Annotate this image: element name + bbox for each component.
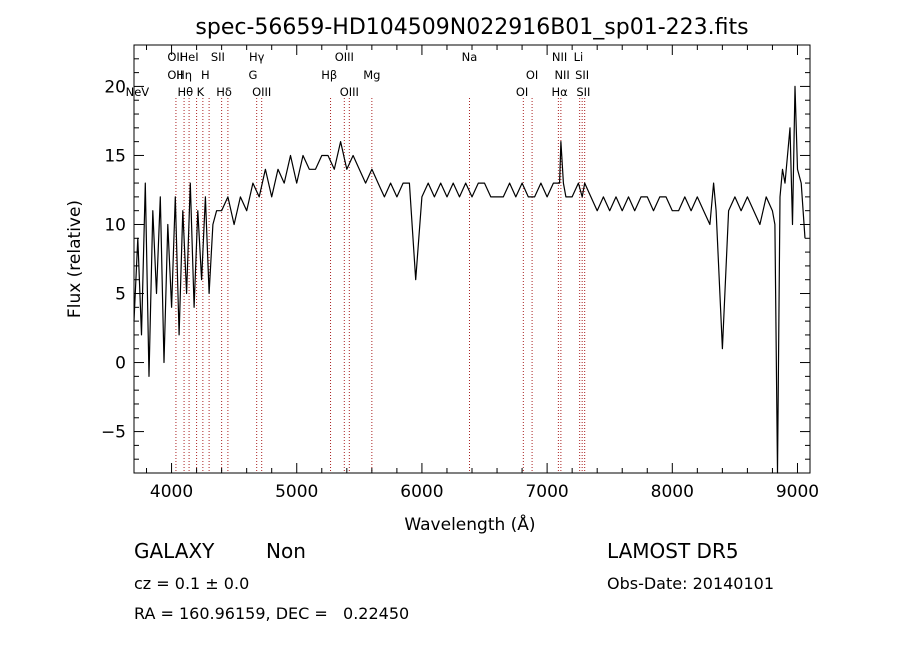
marker-label-19: OI [516, 85, 528, 99]
x-tick-label-2: 6000 [400, 482, 443, 502]
marker-label-8: SII [211, 50, 225, 64]
marker-label-13: OIII [335, 50, 354, 64]
x-tick-label-3: 7000 [525, 482, 568, 502]
x-axis-label: Wavelength (Å) [404, 513, 535, 535]
spectrum-series [133, 85, 806, 474]
y-tick-label-0: −5 [101, 423, 126, 443]
marker-label-22: Hα [552, 85, 569, 99]
marker-lines [175, 98, 586, 473]
x-tick-label-1: 5000 [275, 482, 318, 502]
survey-name: LAMOST DR5 [607, 539, 739, 563]
marker-label-23: Li [574, 50, 584, 64]
marker-label-6: K [197, 85, 205, 99]
marker-label-4: Hθ [177, 85, 193, 99]
object-class: GALAXY [134, 539, 215, 563]
marker-label-5: HeI [180, 50, 199, 64]
y-tick-label-1: 0 [115, 354, 126, 374]
spectrum-line-0 [133, 85, 806, 474]
y-tick-label-3: 10 [104, 215, 126, 235]
x-tick-label-5: 9000 [776, 482, 819, 502]
redshift-cz: cz = 0.1 ± 0.0 [134, 574, 249, 593]
object-subclass: Non [266, 539, 306, 563]
marker-label-2: OII [167, 68, 183, 82]
ra-dec: RA = 160.96159, DEC = 0.22450 [134, 604, 409, 623]
marker-label-0: NeV [126, 85, 150, 99]
chart-title: spec-56659-HD104509N022916B01_sp01-223.f… [195, 15, 748, 40]
marker-label-17: Na [462, 50, 478, 64]
marker-label-18: OI [526, 68, 538, 82]
marker-label-20: NII [552, 50, 567, 64]
observation-date: Obs-Date: 20140101 [607, 574, 774, 593]
marker-label-10: Hγ [249, 50, 265, 64]
marker-label-11: G [248, 68, 257, 82]
y-tick-label-5: 20 [104, 77, 126, 97]
marker-labels: NeVOIIOIIHηHθHeIKHSIIHδHγGOIIIOIIIHβOIII… [126, 50, 591, 99]
plot-frame [133, 44, 811, 474]
x-tick-label-0: 4000 [150, 482, 193, 502]
x-axis-ticks: 4000 5000 6000 7000 8000 9000 [146, 45, 819, 502]
marker-label-3: Hη [176, 68, 192, 82]
marker-label-24: SII [575, 68, 589, 82]
marker-label-14: Hβ [321, 68, 337, 82]
y-tick-label-2: 5 [115, 285, 126, 305]
y-tick-label-4: 15 [104, 146, 126, 166]
marker-label-9: Hδ [216, 85, 232, 99]
marker-label-7: H [201, 68, 210, 82]
marker-label-16: Mg [363, 68, 380, 82]
x-tick-label-4: 8000 [651, 482, 694, 502]
y-axis-ticks: −5 0 5 10 15 20 [101, 44, 810, 460]
marker-label-12: OIII [252, 85, 271, 99]
y-axis-label: Flux (relative) [65, 200, 85, 318]
marker-label-21: NII [554, 68, 569, 82]
marker-label-25: SII [576, 85, 590, 99]
marker-label-15: OIII [340, 85, 359, 99]
